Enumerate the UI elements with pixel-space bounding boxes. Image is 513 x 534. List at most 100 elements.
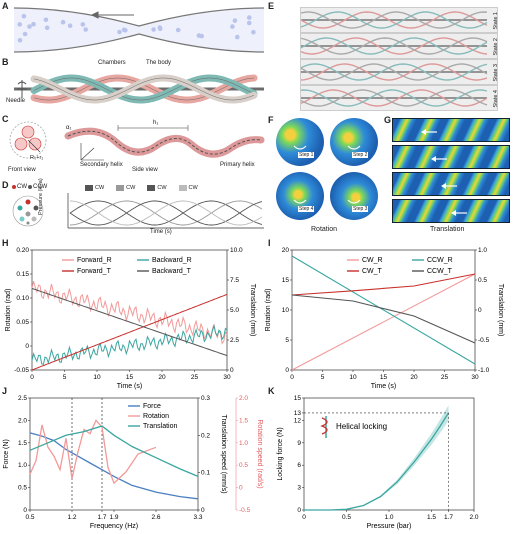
y2-tick-label: 0.2	[201, 432, 210, 439]
series-forward-r	[31, 280, 228, 345]
y-tick-label: 0.5	[18, 485, 27, 492]
legend-label: Forward_T	[77, 268, 112, 275]
y3-tick-label: 1.5	[239, 417, 248, 424]
x-tick-label: 0.5	[25, 514, 34, 521]
bead	[67, 23, 73, 29]
braid-strand	[300, 37, 488, 55]
bead	[117, 29, 122, 35]
bead	[247, 15, 252, 20]
series-backward-t	[31, 287, 228, 357]
state-label: State 4	[493, 90, 499, 108]
panel-label-d: D	[2, 180, 9, 190]
braid-strand	[300, 63, 488, 81]
state-label: State 1	[493, 12, 499, 30]
x-tick-label: 2.0	[469, 514, 478, 521]
rotation-heatmap-disc: Step 2	[330, 118, 378, 166]
state-row: State 1	[300, 7, 499, 33]
label-h1: h₁	[153, 120, 159, 126]
x-tick-label: 30	[471, 374, 479, 381]
panel-c-geometry	[9, 121, 265, 161]
y2-tick-label: 0	[230, 367, 234, 374]
x-axis-label: Time (s)	[117, 383, 142, 390]
chart-j: 0.5 1.2 1.7 1.9 2.6 3.300.51.01.52.02.500.10.…	[3, 395, 263, 530]
bead-field	[17, 13, 256, 43]
x-tick-label: 5	[63, 374, 67, 381]
y2-axis-label: Translation (mm)	[497, 284, 504, 337]
y2-tick-label: 10.0	[230, 247, 243, 254]
panel-label-c: C	[2, 114, 9, 124]
step-label: Step 1	[298, 152, 315, 158]
x-tick-label: 3.3	[193, 514, 202, 521]
label-secondary-helix: Secondary helix	[80, 162, 123, 168]
cw-ccw-legend	[12, 185, 32, 189]
y-tick-label: 0	[297, 507, 301, 514]
rotation-arrow-icon	[347, 199, 361, 204]
x-axis-label: Pressure (bar)	[367, 523, 412, 530]
braid-strand	[300, 37, 488, 55]
d-legend-2: CW	[116, 185, 135, 191]
state-row: State 3	[300, 59, 499, 85]
arrow-head	[451, 210, 456, 216]
arrow-head	[421, 129, 426, 135]
y-tick-label: 12	[294, 417, 302, 424]
dimension-markers	[117, 125, 189, 131]
braid-strand-outline	[33, 77, 255, 101]
tube-wall-top	[13, 7, 265, 27]
state-braid	[300, 63, 488, 81]
panel-label-b: B	[2, 57, 9, 67]
x-tick-label: 1.5	[427, 514, 436, 521]
y-tick-label: 0	[25, 343, 29, 350]
rotation-arrow	[347, 199, 361, 204]
rotation-symbol-icon	[17, 80, 27, 98]
x-axis-label: Frequency (Hz)	[90, 523, 138, 530]
rotation-arrow	[293, 199, 307, 204]
series-cw-r	[291, 273, 476, 371]
x-tick-label: 15	[126, 374, 134, 381]
translation-heatmap-strip	[392, 145, 510, 169]
legend-label: CCW_R	[427, 257, 453, 264]
panel-a-tube-illustration	[13, 7, 265, 53]
label-primary-helix: Primary helix	[220, 162, 255, 168]
legend-label: Force	[143, 403, 161, 410]
bead	[21, 13, 27, 19]
label-needle: Needle	[6, 98, 26, 104]
panel-label-e: E	[268, 1, 275, 11]
panel-label-a: A	[2, 1, 9, 11]
y2-tick-label: 5.0	[230, 307, 239, 314]
translation-arrow-icon	[451, 210, 467, 216]
legend-label: CCW_T	[427, 268, 453, 275]
legend-label: Forward_R	[77, 257, 112, 264]
x-tick-label: 20	[410, 374, 418, 381]
chart-i: 0 5 10 15 20 25 30 0 5 10 15 20 -1.0 -0.5 0 0.5 1.0 Time …	[265, 247, 504, 390]
y-tick-label: -0.05	[14, 367, 29, 374]
bead	[17, 38, 23, 43]
panel-label-i: I	[268, 238, 271, 248]
x-tick-label: 5	[321, 374, 325, 381]
x-tick-label: 1.2	[67, 514, 76, 521]
x-tick-label: 1.7	[97, 514, 106, 521]
x-tick-label: 25	[191, 374, 199, 381]
pressure-wave	[69, 200, 263, 226]
translation-heatmap-strip	[392, 118, 510, 142]
annotation-helical-locking: Helical locking	[336, 422, 387, 431]
x-tick-label: 0	[290, 374, 294, 381]
translation-arrow-icon	[421, 129, 437, 135]
y2-tick-label: 0.1	[201, 470, 210, 477]
pressure-wave	[69, 200, 263, 226]
y-tick-label: 13	[294, 410, 302, 417]
bead	[175, 27, 181, 33]
x-tick-label: 0	[302, 514, 306, 521]
state-row: State 2	[300, 33, 499, 59]
y3-tick-label: 1.0	[239, 440, 248, 447]
x-tick-label: 0.5	[342, 514, 351, 521]
y3-tick-label: -0.5	[239, 507, 251, 514]
y-tick-label: 0.10	[16, 295, 29, 302]
y3-tick-label: 2.0	[239, 395, 248, 402]
y-tick-label: 6	[297, 462, 301, 469]
rotation-arrow-icon	[347, 145, 361, 150]
bead	[246, 20, 252, 26]
bead	[157, 26, 163, 32]
translation-arrow-icon	[441, 183, 457, 189]
step-label: Step 3	[352, 206, 369, 212]
